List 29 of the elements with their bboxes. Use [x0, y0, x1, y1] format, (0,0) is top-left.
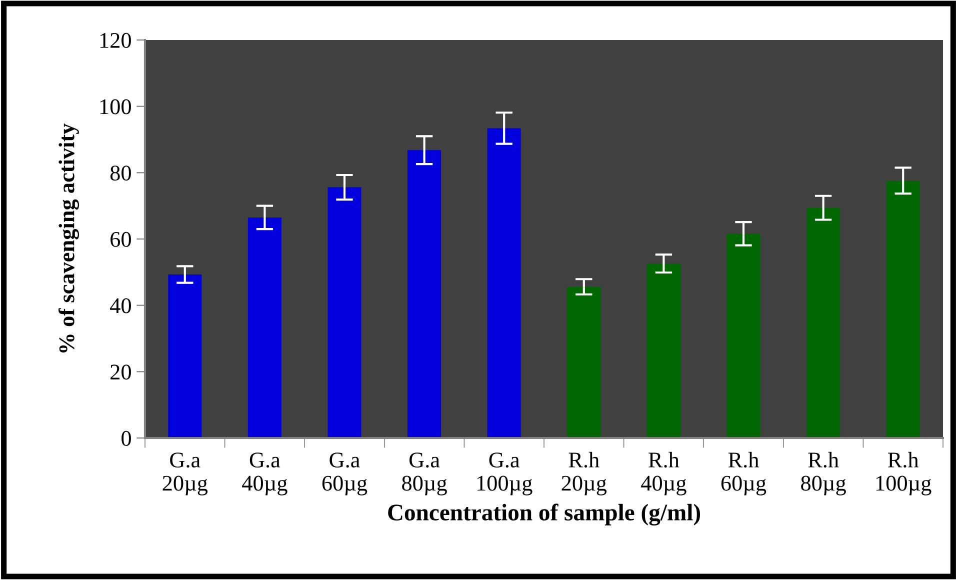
bar [487, 128, 521, 438]
y-tick-label: 20 [110, 364, 131, 380]
bar [567, 286, 601, 438]
bar [726, 234, 760, 438]
y-tick-label: 80 [110, 166, 131, 181]
y-tick-label: 0 [122, 430, 131, 446]
x-tick-label: R.h 80µg [801, 452, 846, 496]
bar [408, 150, 442, 438]
x-tick-label: R.h 40µg [641, 452, 686, 496]
x-tick-label: G.a 40µg [242, 452, 288, 496]
bar [168, 274, 202, 438]
y-tick-label: 120 [100, 32, 131, 48]
x-tick-label: R.h 60µg [721, 452, 766, 496]
bar [886, 180, 920, 438]
x-tick-label: G.a 60µg [322, 452, 368, 496]
bar [806, 208, 840, 438]
x-tick-label: R.h 100µg [876, 452, 932, 496]
y-tick-label: 60 [110, 232, 131, 247]
bar [248, 217, 282, 438]
x-tick-label: G.a 80µg [402, 452, 447, 496]
x-tick-label: R.h 20µg [562, 452, 607, 496]
x-tick-label: G.a 100µg [477, 452, 532, 496]
bar [328, 187, 362, 438]
bar [646, 264, 680, 438]
y-axis-title: % of scavenging activity [58, 123, 80, 352]
y-tick-label: 40 [110, 298, 131, 314]
y-tick-label: 100 [100, 99, 131, 114]
x-axis-title: Concentration of sample (g/ml) [388, 504, 700, 526]
x-tick-label: G.a 20µg [162, 452, 208, 496]
